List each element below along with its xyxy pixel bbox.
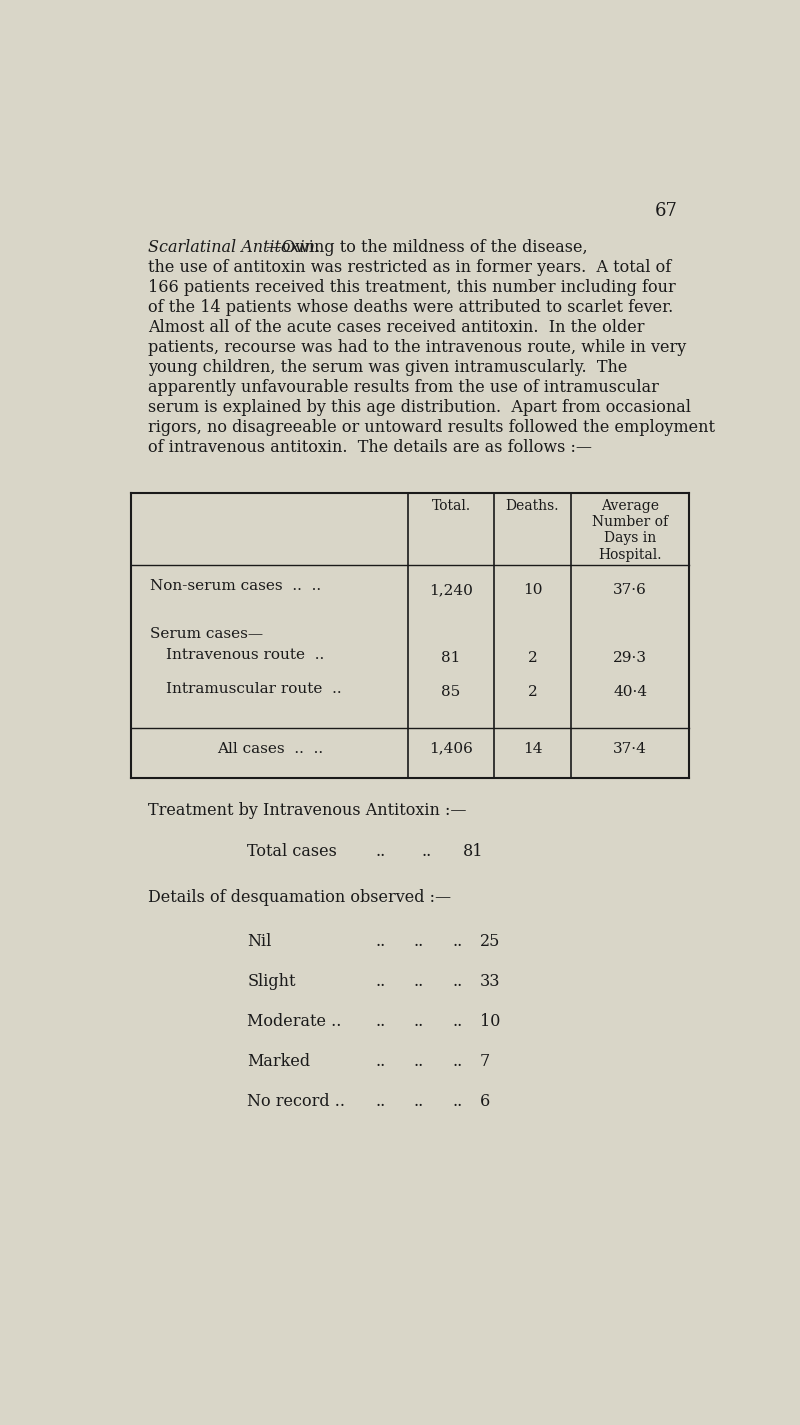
Text: Slight: Slight bbox=[247, 973, 296, 990]
Text: ..: .. bbox=[414, 1093, 424, 1110]
Text: 6: 6 bbox=[480, 1093, 490, 1110]
Text: serum is explained by this age distribution.  Apart from occasional: serum is explained by this age distribut… bbox=[148, 399, 691, 416]
Text: ..: .. bbox=[375, 1053, 386, 1070]
Text: 166 patients received this treatment, this number including four: 166 patients received this treatment, th… bbox=[148, 279, 676, 296]
Text: 10: 10 bbox=[480, 1013, 500, 1030]
Text: All cases  ..  ..: All cases .. .. bbox=[217, 741, 322, 755]
Text: ..: .. bbox=[453, 1053, 463, 1070]
Text: Intramuscular route  ..: Intramuscular route .. bbox=[166, 683, 342, 697]
Text: Non-serum cases  ..  ..: Non-serum cases .. .. bbox=[150, 579, 322, 593]
Text: of the 14 patients whose deaths were attributed to scarlet fever.: of the 14 patients whose deaths were att… bbox=[148, 299, 674, 316]
Text: ..: .. bbox=[414, 973, 424, 990]
Text: —Owing to the mildness of the disease,: —Owing to the mildness of the disease, bbox=[266, 239, 587, 255]
Text: ..: .. bbox=[375, 973, 386, 990]
Text: 29·3: 29·3 bbox=[613, 651, 647, 664]
Text: 37·6: 37·6 bbox=[613, 583, 647, 597]
Text: 67: 67 bbox=[654, 202, 677, 219]
Text: 85: 85 bbox=[442, 684, 461, 698]
Text: 14: 14 bbox=[522, 741, 542, 755]
Text: 1,240: 1,240 bbox=[429, 583, 473, 597]
Text: 2: 2 bbox=[527, 651, 538, 664]
Text: Total.: Total. bbox=[431, 499, 470, 513]
Text: ..: .. bbox=[453, 973, 463, 990]
Text: ..: .. bbox=[375, 933, 386, 950]
Text: ..: .. bbox=[453, 1093, 463, 1110]
Text: ..: .. bbox=[414, 1013, 424, 1030]
Text: 7: 7 bbox=[480, 1053, 490, 1070]
Text: 81: 81 bbox=[462, 844, 483, 861]
Text: of intravenous antitoxin.  The details are as follows :—: of intravenous antitoxin. The details ar… bbox=[148, 439, 592, 456]
Text: 2: 2 bbox=[527, 684, 538, 698]
Text: Serum cases—: Serum cases— bbox=[150, 627, 263, 641]
Text: Intravenous route  ..: Intravenous route .. bbox=[166, 648, 324, 663]
Text: 1,406: 1,406 bbox=[429, 741, 473, 755]
Text: rigors, no disagreeable or untoward results followed the employment: rigors, no disagreeable or untoward resu… bbox=[148, 419, 715, 436]
Text: apparently unfavourable results from the use of intramuscular: apparently unfavourable results from the… bbox=[148, 379, 659, 396]
Text: young children, the serum was given intramuscularly.  The: young children, the serum was given intr… bbox=[148, 359, 627, 376]
Text: Treatment by Intravenous Antitoxin :—: Treatment by Intravenous Antitoxin :— bbox=[148, 802, 466, 819]
Text: 40·4: 40·4 bbox=[613, 684, 647, 698]
Text: ..: .. bbox=[422, 844, 432, 861]
Text: ..: .. bbox=[414, 1053, 424, 1070]
Text: 81: 81 bbox=[442, 651, 461, 664]
Text: Almost all of the acute cases received antitoxin.  In the older: Almost all of the acute cases received a… bbox=[148, 319, 645, 336]
Text: 25: 25 bbox=[480, 933, 500, 950]
Text: patients, recourse was had to the intravenous route, while in very: patients, recourse was had to the intrav… bbox=[148, 339, 686, 356]
Text: ..: .. bbox=[453, 933, 463, 950]
Text: Moderate ..: Moderate .. bbox=[247, 1013, 342, 1030]
Text: Average
Number of
Days in
Hospital.: Average Number of Days in Hospital. bbox=[592, 499, 668, 561]
Text: ..: .. bbox=[453, 1013, 463, 1030]
Text: No record ..: No record .. bbox=[247, 1093, 346, 1110]
Text: Marked: Marked bbox=[247, 1053, 310, 1070]
Text: Total cases: Total cases bbox=[247, 844, 337, 861]
Text: Scarlatinal Antitoxin.: Scarlatinal Antitoxin. bbox=[148, 239, 320, 255]
Text: ..: .. bbox=[414, 933, 424, 950]
Text: ..: .. bbox=[375, 1093, 386, 1110]
Text: 10: 10 bbox=[522, 583, 542, 597]
Text: Deaths.: Deaths. bbox=[506, 499, 559, 513]
Text: ..: .. bbox=[375, 1013, 386, 1030]
Text: ..: .. bbox=[375, 844, 386, 861]
Text: the use of antitoxin was restricted as in former years.  A total of: the use of antitoxin was restricted as i… bbox=[148, 259, 671, 276]
Text: 37·4: 37·4 bbox=[613, 741, 647, 755]
Text: Nil: Nil bbox=[247, 933, 272, 950]
Text: Details of desquamation observed :—: Details of desquamation observed :— bbox=[148, 889, 451, 906]
Text: 33: 33 bbox=[480, 973, 500, 990]
